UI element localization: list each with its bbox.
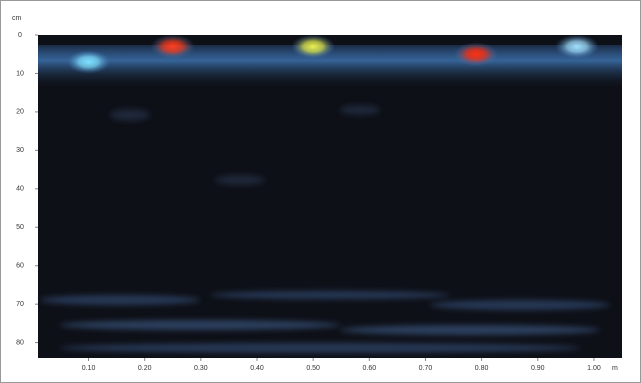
chart: cm m 0 10 20 30 40 50 60 70 80 0.10 0.20 0.30 0.40 0.…	[0, 0, 641, 383]
x-tick-label: 0.50	[306, 365, 320, 372]
y-tick-label: 20	[16, 109, 24, 116]
x-tick-label: 0.80	[475, 365, 489, 372]
hotspot	[67, 50, 111, 74]
x-tick-label: 0.30	[194, 365, 208, 372]
x-tick-label: 0.60	[362, 365, 376, 372]
x-tick-label: 1.00	[587, 365, 601, 372]
hotspot	[454, 42, 498, 66]
x-tick-label: 0.90	[531, 365, 545, 372]
y-tick-label: 10	[16, 70, 24, 77]
x-tick-label: 0.40	[250, 365, 264, 372]
hotspot	[291, 35, 335, 59]
y-tick-label: 40	[16, 186, 24, 193]
hotspot	[151, 35, 195, 59]
y-unit: cm	[12, 15, 22, 22]
y-tick-label: 60	[16, 263, 24, 270]
x-tick-label: 0.10	[82, 365, 96, 372]
y-tick-label: 50	[16, 224, 24, 231]
y-tick-label: 70	[16, 301, 24, 308]
x-unit: m	[612, 365, 618, 372]
y-tick-label: 80	[16, 339, 24, 346]
x-tick-label: 0.20	[138, 365, 152, 372]
y-tick-label: 0	[18, 32, 22, 39]
y-tick-label: 30	[16, 147, 24, 154]
hotspot	[555, 35, 599, 59]
x-tick-label: 0.70	[419, 365, 433, 372]
